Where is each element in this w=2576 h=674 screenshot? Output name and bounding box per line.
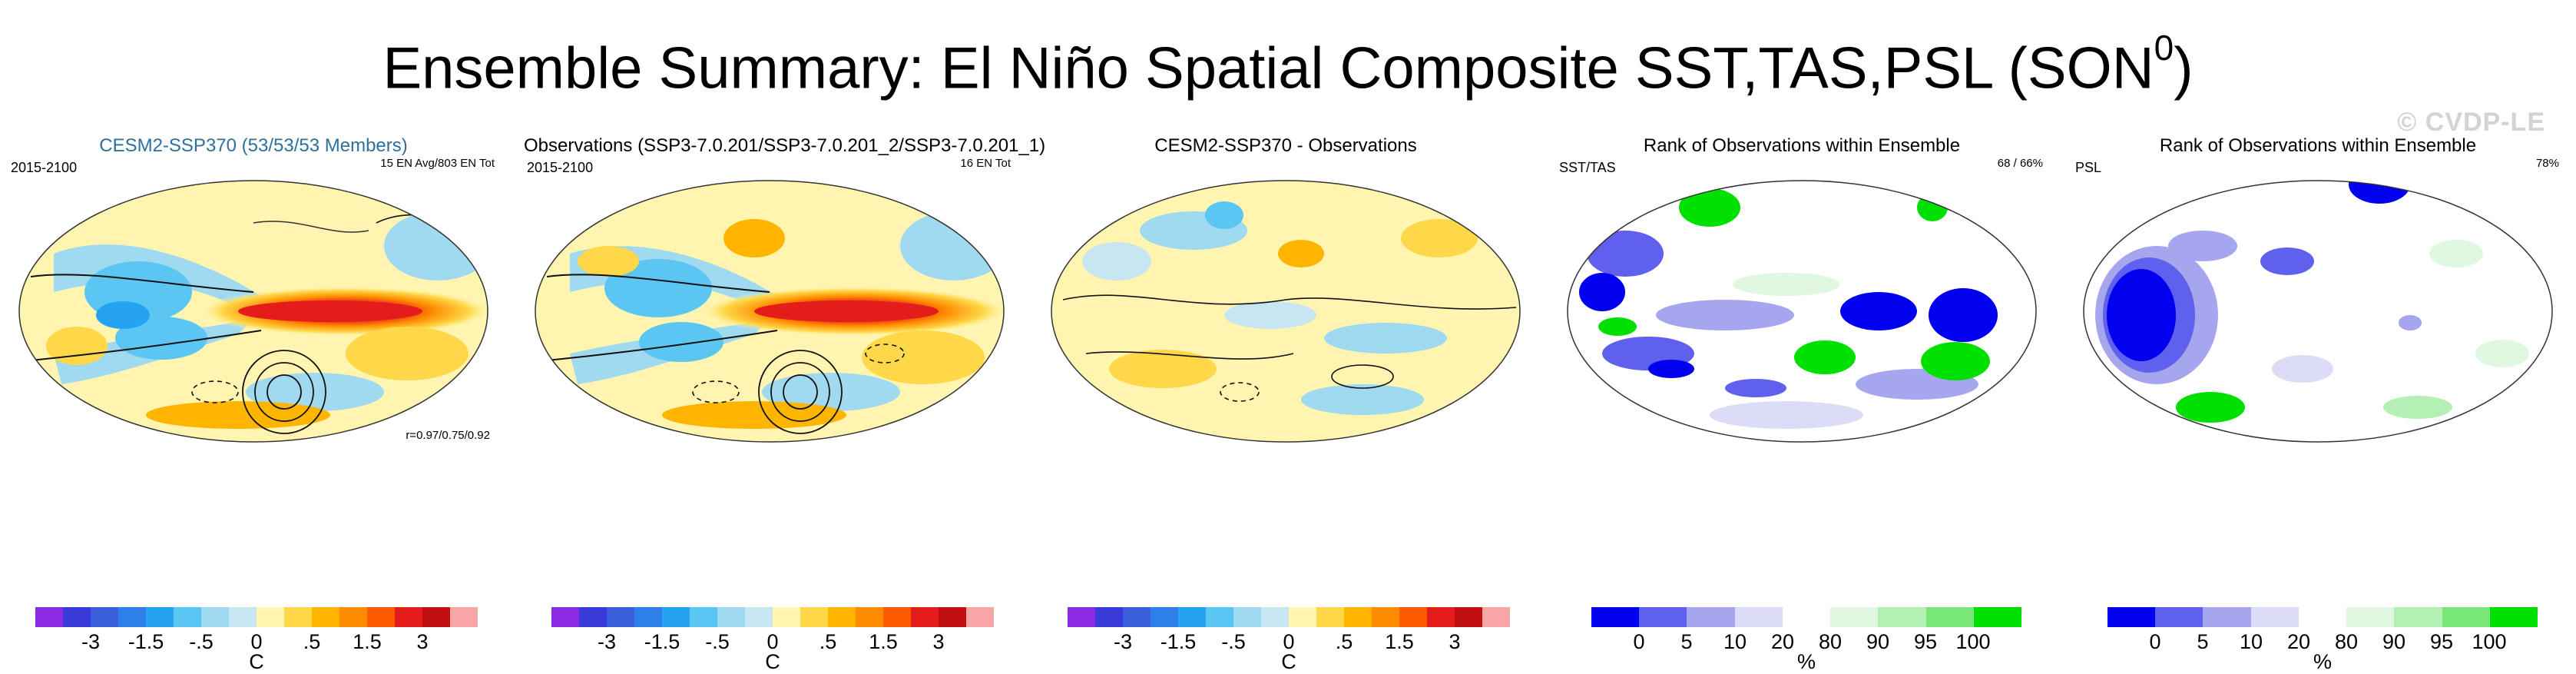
panel-observations-composite: Observations (SSP3-7.0.201/SSP3-7.0.201_… (524, 131, 1046, 673)
tick-label: 5 (2197, 630, 2209, 653)
tick-label: 95 (1913, 630, 1938, 653)
panel-title: CESM2-SSP370 - Observations (1154, 135, 1417, 156)
tick-label: 3 (1449, 630, 1461, 653)
unit-label: % (1796, 650, 1816, 673)
tick-label: -3 (81, 630, 101, 653)
tick-label: 100 (1955, 630, 1991, 653)
colorbar-anomaly (551, 607, 994, 627)
tick-label: -.5 (1221, 630, 1246, 653)
panel-title: CESM2-SSP370 (53/53/53 Members) (99, 135, 408, 156)
variable-label: PSL (2075, 160, 2102, 175)
event-count-label: 16 EN Tot (960, 157, 1011, 170)
pattern-correlation: r=0.97/0.75/0.92 (406, 429, 490, 442)
tick-label: -3 (1113, 630, 1133, 653)
map-observations (535, 180, 1005, 443)
map-rank-sst-tas (1567, 180, 2037, 443)
unit-label: C (249, 650, 264, 673)
tick-label: .5 (1335, 630, 1353, 653)
map-rank-psl (2083, 180, 2553, 443)
unit-label: C (765, 650, 780, 673)
tick-label: 95 (2429, 630, 2454, 653)
tick-label: -.5 (705, 630, 730, 653)
tick-label: 5 (1680, 630, 1693, 653)
watermark: © CVDP-LE (2397, 108, 2545, 137)
tick-label: 20 (1770, 630, 1795, 653)
tick-label: 10 (1723, 630, 1747, 653)
tick-label: 80 (2334, 630, 2359, 653)
panel-rank-psl: Rank of Observations within Ensemble PSL… (2072, 131, 2564, 673)
colorbar-rank (1591, 607, 2021, 627)
tick-label: 3 (932, 630, 945, 653)
panel-title: Observations (SSP3-7.0.201/SSP3-7.0.201_… (524, 135, 1046, 156)
panel-title: Rank of Observations within Ensemble (1643, 135, 1961, 156)
tick-label: 1.5 (1385, 630, 1414, 653)
tick-label: -1.5 (1160, 630, 1197, 653)
variable-label: SST/TAS (1559, 160, 1616, 175)
tick-label: 80 (1818, 630, 1843, 653)
tick-label: .5 (303, 630, 321, 653)
colorbar-anomaly (35, 607, 478, 627)
panel-rank-sst-tas: Rank of Observations within Ensemble SST… (1556, 131, 2048, 673)
tick-label: 90 (1866, 630, 1890, 653)
unit-label: % (2313, 650, 2333, 673)
event-count-label: 15 EN Avg/803 EN Tot (380, 157, 495, 170)
tick-label: -3 (597, 630, 617, 653)
panel-difference: CESM2-SSP370 - Observations -3 -1.5 -.5 … (1040, 131, 1531, 673)
panel-title: Rank of Observations within Ensemble (2159, 135, 2477, 156)
unit-label: C (1281, 650, 1296, 673)
tick-label: -1.5 (127, 630, 164, 653)
map-model (18, 180, 488, 443)
period-label: 2015-2100 (11, 160, 78, 175)
map-difference (1051, 180, 1521, 443)
tick-label: .5 (819, 630, 837, 653)
tick-label: -1.5 (644, 630, 680, 653)
tick-label: 100 (2472, 630, 2507, 653)
colorbar-rank (2107, 607, 2538, 627)
tick-label: 10 (2239, 630, 2263, 653)
tick-label: 20 (2286, 630, 2311, 653)
tick-label: 1.5 (869, 630, 898, 653)
colorbar-anomaly (1068, 607, 1510, 627)
tick-label: 0 (1633, 630, 1645, 653)
tick-label: -.5 (189, 630, 214, 653)
main-title: Ensemble Summary: El Niño Spatial Compos… (382, 28, 2194, 101)
tick-label: 1.5 (353, 630, 382, 653)
percent-label: 78% (2535, 157, 2559, 170)
tick-label: 3 (416, 630, 429, 653)
panel-model-composite: CESM2-SSP370 (53/53/53 Members) 2015-210… (8, 131, 499, 673)
period-label: 2015-2100 (527, 160, 594, 175)
tick-label: 90 (2382, 630, 2406, 653)
tick-label: 0 (2149, 630, 2161, 653)
percent-label: 68 / 66% (1997, 157, 2043, 170)
